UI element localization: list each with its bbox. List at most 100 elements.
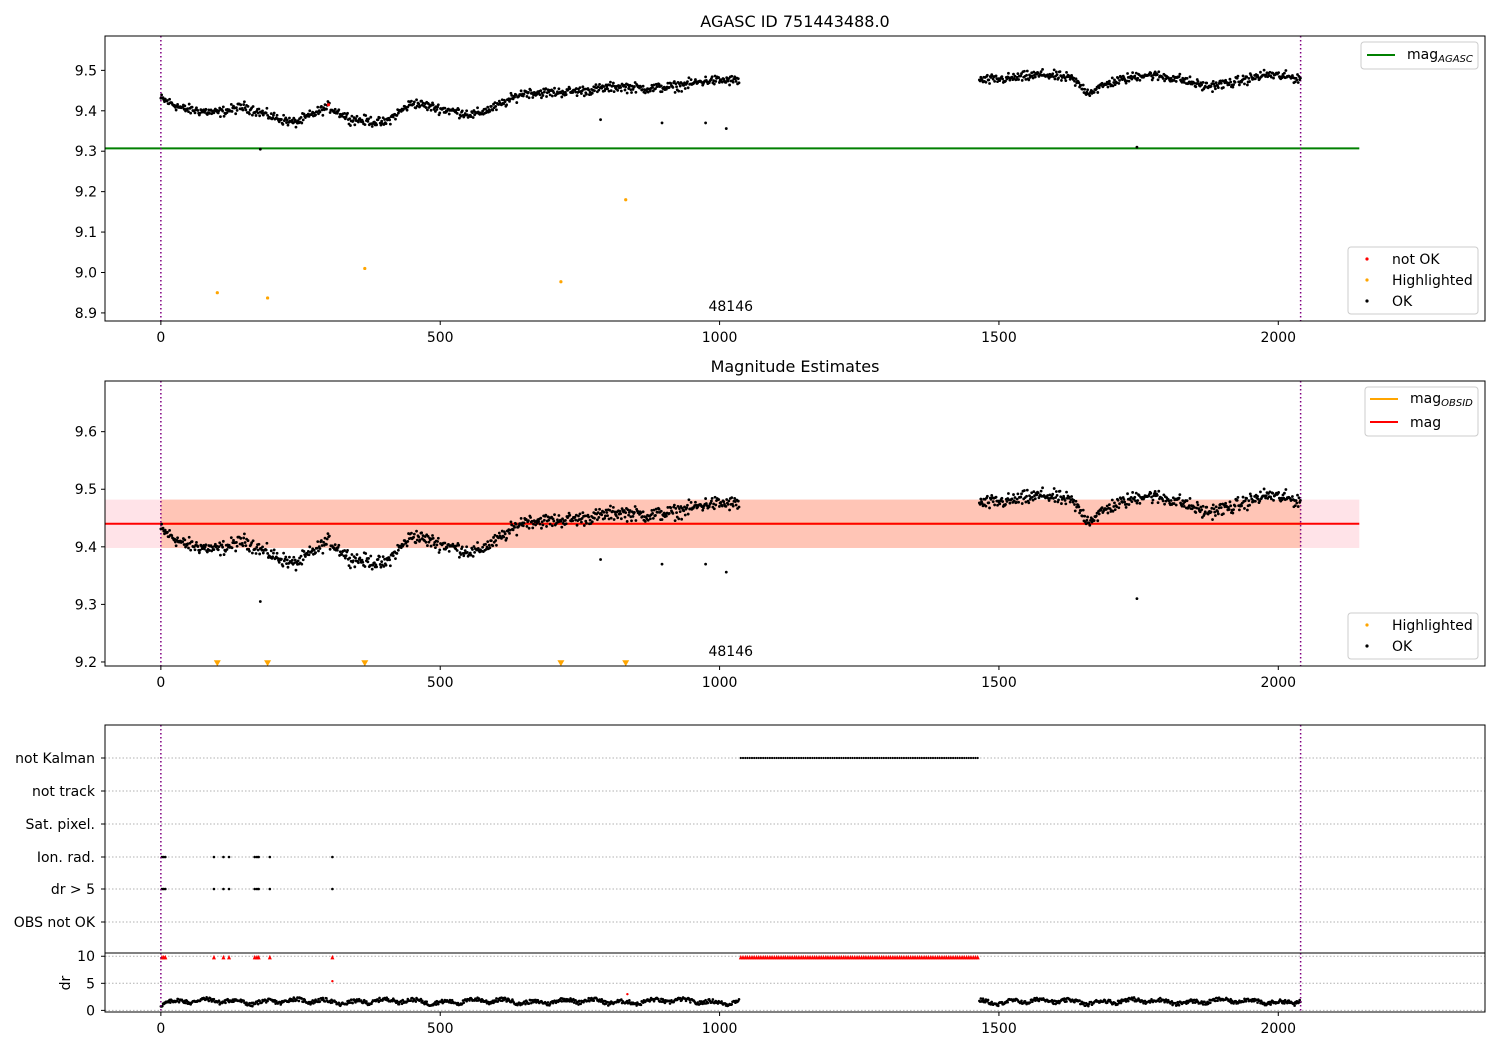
- ok-point: [394, 557, 397, 561]
- ok-point: [1123, 500, 1127, 504]
- ok-point: [1156, 78, 1160, 82]
- ok-point: [649, 517, 652, 521]
- flag-row-label: not track: [32, 784, 96, 800]
- ok-point: [489, 539, 493, 543]
- ok-point: [1150, 495, 1153, 499]
- ok-point: [414, 106, 418, 110]
- ok-point: [1075, 505, 1079, 509]
- ok-point: [412, 102, 416, 106]
- ok-point: [542, 90, 546, 94]
- flag-point: [257, 887, 260, 891]
- dr-point: [1201, 1003, 1205, 1006]
- ok-point: [1271, 491, 1275, 495]
- ok-point: [1211, 518, 1214, 521]
- dr-point: [217, 999, 221, 1002]
- ok-point: [978, 79, 982, 83]
- ok-point: [694, 78, 697, 81]
- ok-point: [473, 113, 477, 117]
- ok-point: [1079, 509, 1083, 512]
- flag-point: [759, 756, 763, 760]
- dr-point: [546, 1001, 550, 1004]
- legend-agasc-label: mag: [1407, 47, 1438, 63]
- panel3-x-ticks: 0 500 1000 1500 2000: [156, 1012, 1296, 1037]
- ok-point: [671, 85, 675, 89]
- legend-mag-label: mag: [1410, 415, 1441, 431]
- ok-point: [321, 113, 325, 117]
- dr-point: [1269, 1003, 1272, 1006]
- dr-point: [1193, 998, 1196, 1002]
- ok-point: [597, 516, 601, 519]
- ok-point: [529, 88, 532, 92]
- ok-point: [502, 102, 506, 106]
- ok-point: [683, 87, 687, 90]
- flag-row-label: Ion. rad.: [37, 850, 95, 866]
- ok-point: [1296, 505, 1300, 508]
- ok-point: [508, 531, 511, 535]
- ok-point: [575, 523, 579, 527]
- ok-point: [280, 557, 283, 561]
- ok-point: [285, 121, 288, 124]
- ok-point: [1229, 80, 1233, 84]
- ok-point: [1227, 83, 1231, 86]
- ok-point: [603, 87, 607, 91]
- flag-point: [806, 756, 809, 760]
- dr-point: [1294, 1002, 1298, 1005]
- ok-point: [1105, 504, 1109, 508]
- ok-point: [234, 549, 238, 553]
- ok-point: [979, 497, 983, 501]
- ok-point: [219, 115, 222, 119]
- ok-point: [1284, 488, 1288, 491]
- ok-point: [505, 536, 508, 540]
- ok-point: [515, 101, 519, 104]
- panel2-legend-bottom: Highlighted OK: [1347, 612, 1479, 660]
- ok-point: [1063, 76, 1067, 80]
- ok-point: [1049, 496, 1053, 500]
- flag-point: [755, 756, 758, 760]
- ok-point: [712, 79, 715, 83]
- ok-point: [629, 515, 633, 519]
- ok-point: [1007, 492, 1010, 495]
- ok-point: [730, 496, 734, 500]
- ok-point: [646, 90, 650, 94]
- ok-point: [387, 556, 391, 559]
- ok-point: [1113, 501, 1116, 505]
- ok-point: [266, 551, 270, 555]
- ok-point: [396, 548, 400, 552]
- ok-point: [349, 124, 352, 127]
- ok-point: [600, 86, 604, 90]
- ok-point: [328, 111, 332, 114]
- flag-point: [898, 756, 901, 760]
- ok-point: [462, 554, 466, 558]
- ok-point: [1033, 497, 1037, 501]
- legend-box: [1347, 612, 1479, 660]
- ok-point: [1259, 490, 1262, 494]
- ok-point: [1188, 75, 1192, 79]
- ok-point: [1264, 494, 1268, 498]
- ok-point: [208, 111, 211, 115]
- y-tick-label: 9.5: [75, 482, 97, 498]
- ok-point: [538, 93, 542, 97]
- legend-obsid-label: mag: [1410, 391, 1441, 407]
- ok-point: [1016, 492, 1020, 496]
- ok-point: [597, 88, 601, 92]
- ok-point: [629, 88, 633, 92]
- ok-point: [545, 95, 548, 98]
- ok-point: [710, 75, 714, 79]
- ok-point: [581, 511, 585, 515]
- dr-clipped-marker: [330, 954, 335, 960]
- ok-point: [609, 80, 612, 84]
- ok-point: [445, 546, 449, 549]
- ok-point: [1048, 493, 1052, 497]
- ok-point: [463, 549, 467, 553]
- ok-point: [1210, 506, 1214, 510]
- ok-point: [254, 114, 258, 117]
- ok-point: [388, 558, 392, 562]
- ok-point: [284, 555, 288, 559]
- ok-point: [471, 548, 474, 551]
- highlighted-point: [265, 296, 270, 300]
- ok-point: [219, 553, 222, 557]
- ok-point: [340, 552, 344, 556]
- ok-point: [513, 525, 516, 529]
- ok-point: [667, 85, 671, 89]
- dr-point: [323, 1000, 327, 1003]
